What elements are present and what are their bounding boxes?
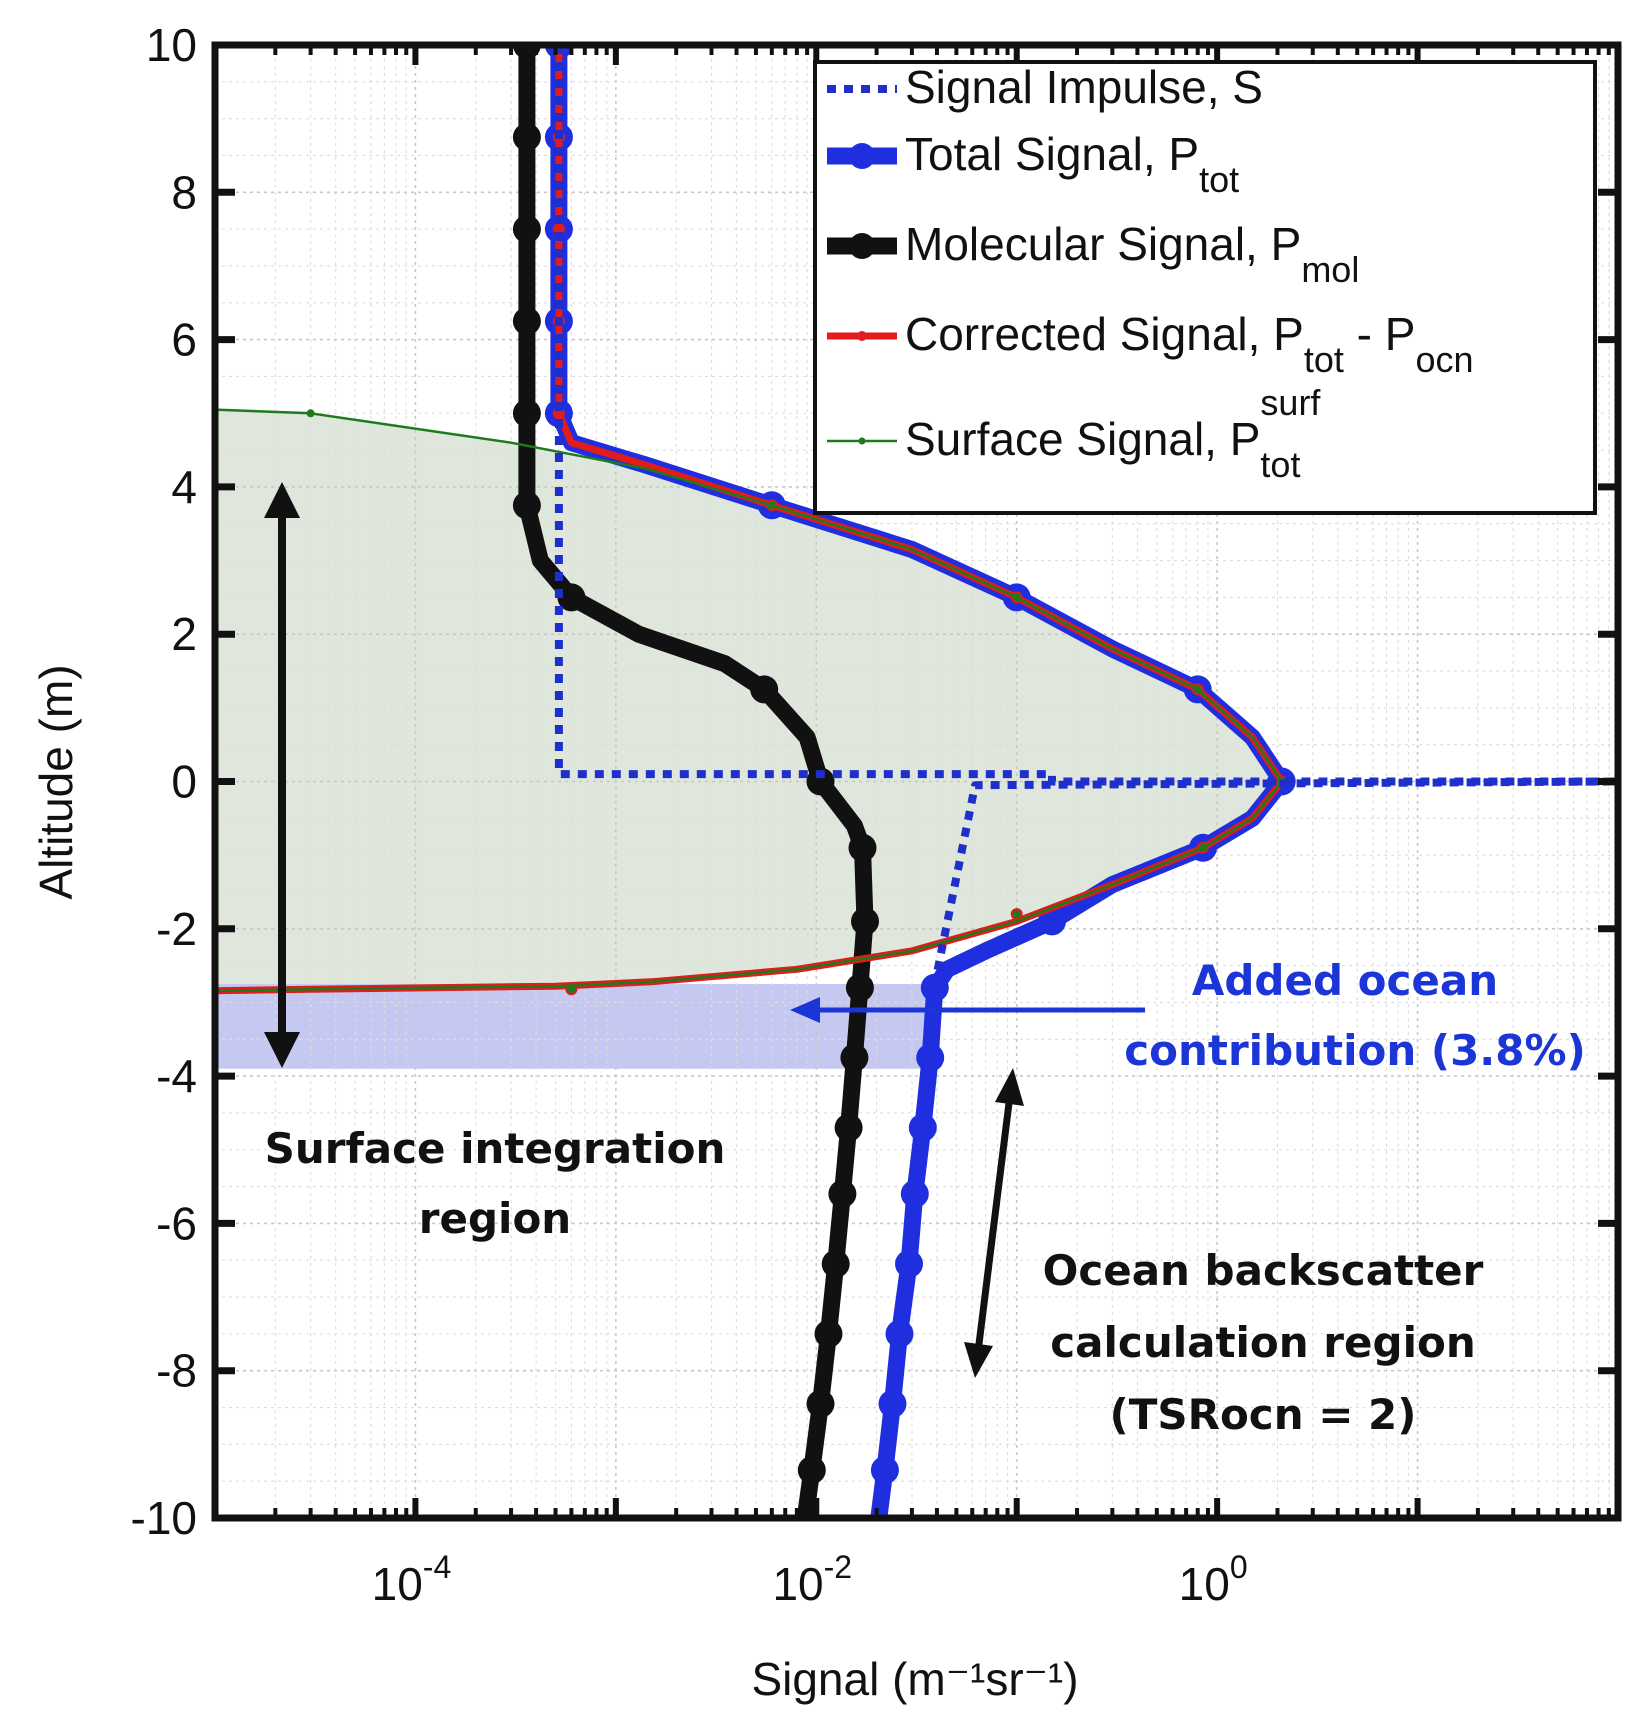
marker-total — [885, 1319, 914, 1348]
y-tick-label: 10 — [146, 19, 197, 71]
marker-molecular — [834, 1113, 863, 1142]
surface-integration-shaded-area — [215, 409, 1282, 991]
marker-total — [916, 1043, 945, 1072]
legend-label-corrected: Corrected Signal, Ptot - Pocn — [905, 308, 1474, 380]
y-tick-label: 8 — [171, 166, 197, 218]
marker-molecular — [845, 973, 874, 1002]
chart-legend: Signal Impulse, S Total Signal, Ptot Molec… — [813, 60, 1597, 515]
y-tick-label: -8 — [156, 1345, 197, 1397]
marker-surface — [1012, 593, 1021, 602]
marker-total — [895, 1249, 923, 1278]
y-tick-label: -10 — [131, 1492, 197, 1544]
marker-total — [920, 973, 949, 1002]
marker-molecular — [557, 583, 586, 612]
marker-molecular — [806, 767, 835, 796]
added-ocean-label-line2: contribution (3.8%) — [1124, 1026, 1586, 1075]
ocean-region-arrow-head-down — [964, 1342, 993, 1378]
marker-surface — [767, 501, 776, 510]
x-tick-label: 10-2 — [772, 1549, 852, 1610]
marker-molecular — [851, 907, 879, 936]
y-tick-label: 2 — [171, 608, 197, 660]
marker-surface — [1193, 685, 1202, 694]
ocean-region-arrow-head-up — [995, 1068, 1024, 1106]
ocean-region-double-arrow-shaft — [974, 1094, 1014, 1353]
y-tick-label: 6 — [171, 314, 197, 366]
legend-label-total: Total Signal, Ptot — [905, 128, 1239, 200]
added-ocean-arrow-head — [790, 997, 820, 1023]
legend-label-impulse: Signal Impulse, S — [905, 61, 1263, 113]
marker-molecular — [828, 1179, 857, 1208]
marker-molecular — [750, 675, 779, 704]
y-tick-label: -2 — [156, 903, 197, 955]
marker-surface — [306, 409, 315, 418]
added-ocean-contribution-annotation: Added ocean contribution (3.8%) — [790, 956, 1586, 1075]
marker-total — [900, 1179, 929, 1208]
marker-total — [878, 1389, 907, 1418]
added-ocean-contribution-band — [215, 984, 931, 1069]
y-tick-label: 0 — [171, 756, 197, 808]
marker-molecular — [512, 123, 541, 152]
legend-marker-molecular — [849, 233, 875, 259]
marker-molecular — [512, 399, 541, 428]
y-tick-label: 4 — [171, 461, 197, 513]
surface-region-arrow-head-down — [264, 1032, 300, 1068]
marker-molecular — [512, 491, 541, 520]
x-tick-label: 10-4 — [372, 1549, 452, 1610]
x-axis-title: Signal (m⁻¹sr⁻¹) — [751, 1653, 1078, 1705]
added-ocean-label-line1: Added ocean — [1192, 956, 1498, 1005]
marker-surface — [1012, 910, 1021, 919]
ocean-backscatter-annotation: Ocean backscatter calculation region (TS… — [964, 1068, 1484, 1439]
surface-integration-annotation: Surface integration region — [264, 482, 725, 1243]
marker-molecular — [814, 1319, 843, 1348]
x-tick-label: 100 — [1179, 1549, 1248, 1610]
marker-molecular — [848, 833, 877, 862]
marker-molecular — [840, 1043, 869, 1072]
legend-label-surface: Surface Signal, Psurf tot — [905, 382, 1321, 485]
y-tick-label: -4 — [156, 1050, 197, 1102]
marker-surface — [567, 985, 576, 994]
marker-molecular — [806, 1389, 835, 1418]
marker-molecular — [512, 307, 541, 336]
surface-region-label-line2: region — [419, 1194, 571, 1243]
ocean-region-label-line2: calculation region — [1050, 1318, 1475, 1367]
legend-label-molecular: Molecular Signal, Pmol — [905, 218, 1359, 290]
marker-total — [1038, 907, 1066, 936]
marker-surface — [1199, 843, 1207, 852]
marker-molecular — [821, 1249, 850, 1278]
series-line-impulse — [554, 45, 1618, 974]
legend-marker-surface — [858, 437, 866, 445]
surface-region-arrow-head-up — [264, 482, 300, 518]
legend-marker-corrected — [857, 331, 867, 341]
y-axis-title: Altitude (m) — [30, 664, 82, 899]
y-tick-label: -6 — [156, 1197, 197, 1249]
legend-marker-total — [849, 143, 875, 169]
marker-total — [908, 1113, 937, 1142]
marker-molecular — [512, 215, 541, 244]
ocean-region-label-line1: Ocean backscatter — [1043, 1246, 1484, 1295]
ocean-region-label-line3: (TSRocn = 2) — [1110, 1390, 1417, 1439]
marker-molecular — [797, 1456, 826, 1485]
marker-total — [870, 1456, 899, 1485]
surface-region-label-line1: Surface integration — [265, 1124, 726, 1173]
